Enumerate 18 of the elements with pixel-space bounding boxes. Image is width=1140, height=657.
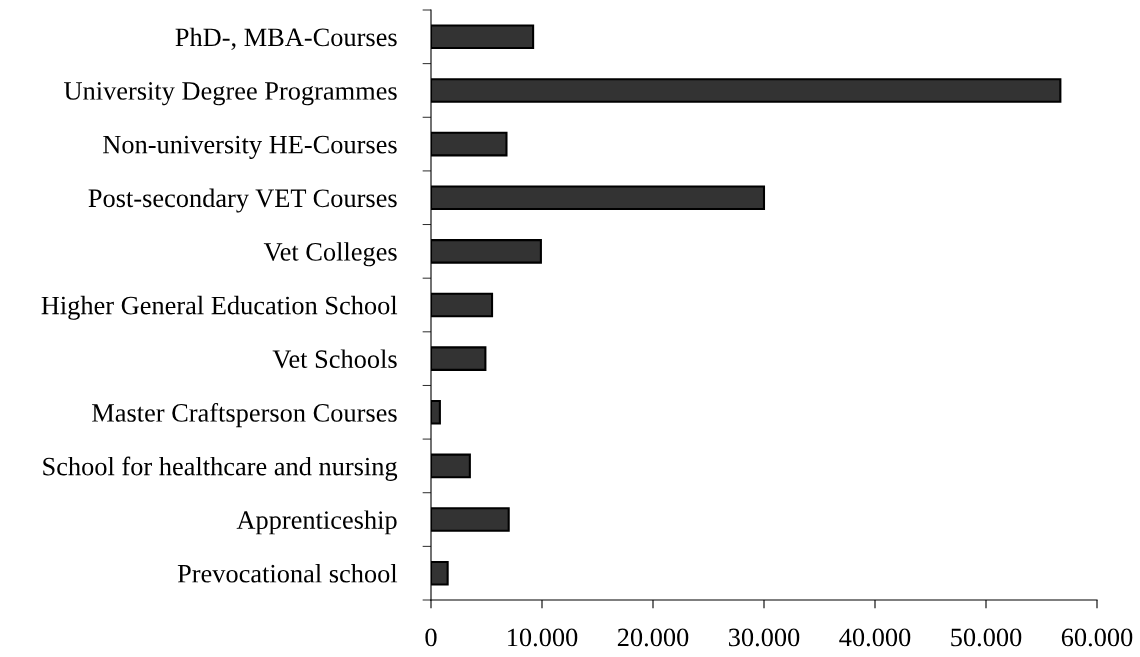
y-tick-label: Non-university HE-Courses [103,135,397,159]
x-tick-label: 30.000 [728,628,800,647]
y-tick-label: School for healthcare and nursing [43,456,398,481]
y-tick-label: Higher General Education School [41,295,398,320]
x-tick-label: 50.000 [951,628,1022,647]
y-tick-label: Apprenticeship [236,510,397,535]
x-tick-label: 0 [425,628,437,647]
x-tick-label: 40.000 [839,628,911,647]
y-tick-label: PhD-, MBA-Courses [175,27,397,51]
y-tick-label: Master Craftsperson Courses [92,402,397,428]
x-tick-label: 60.000 [1061,628,1133,647]
y-tick-label: Prevocational school [177,564,398,583]
y-tick-label: University Degree Programmes [64,82,397,106]
y-tick-label: Post-secondary VET Courses [88,188,397,213]
y-tick-label: Vet Colleges [263,242,397,267]
y-tick-label: Vet Schools [272,349,397,369]
x-tick-label: 10.000 [508,628,578,647]
x-tick-label: 20.000 [617,628,689,647]
